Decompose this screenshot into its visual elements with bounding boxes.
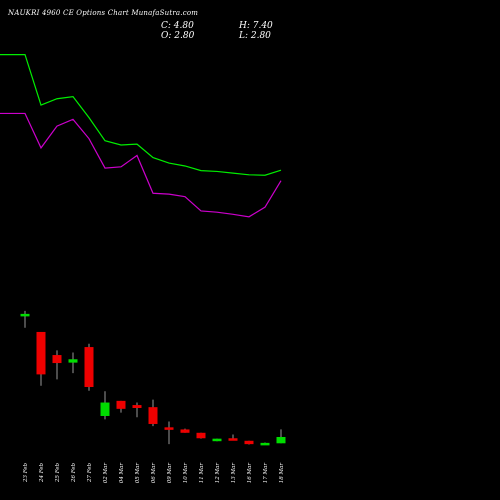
x-tick-label: 17 Mar xyxy=(263,463,269,484)
candle xyxy=(276,429,286,444)
x-axis-labels: 23 Feb 24 Feb 25 Feb 26 Feb 27 Feb 02 Mar 04 M… xyxy=(23,463,285,484)
x-tick-label: 09 Mar xyxy=(167,463,173,484)
candles-layer xyxy=(20,310,286,446)
candle xyxy=(20,310,30,328)
candle-body xyxy=(36,331,46,375)
bands-layer xyxy=(0,54,282,218)
candle xyxy=(84,343,94,391)
candle-body xyxy=(244,440,254,445)
candle-body xyxy=(196,432,206,439)
candle xyxy=(148,399,158,427)
candle xyxy=(116,400,126,413)
x-tick-label: 05 Mar xyxy=(135,463,141,484)
candle xyxy=(260,442,270,446)
x-tick-label: 12 Mar xyxy=(215,463,221,484)
candle-body xyxy=(20,313,30,317)
x-tick-label: 26 Feb xyxy=(71,463,77,484)
upper-band-line xyxy=(0,54,282,176)
open-value: O: 2.80 xyxy=(161,31,195,41)
candle-body xyxy=(100,402,110,416)
x-tick-label: 10 Mar xyxy=(183,463,189,484)
chart-title: NAUKRI 4960 CE Options Chart MunafaSutra… xyxy=(8,9,199,17)
candle xyxy=(228,434,238,441)
x-tick-label: 24 Feb xyxy=(39,463,45,484)
candle-body xyxy=(276,436,286,444)
candle xyxy=(244,440,254,445)
low-value: L: 2.80 xyxy=(239,31,271,41)
candle-body xyxy=(52,355,62,364)
candle-body xyxy=(180,429,190,433)
candle xyxy=(212,438,222,442)
candle xyxy=(164,421,174,445)
candle xyxy=(68,352,78,374)
candle xyxy=(52,350,62,380)
x-tick-label: 23 Feb xyxy=(23,463,29,484)
candle-body xyxy=(212,438,222,442)
candle-body xyxy=(148,407,158,424)
x-tick-label: 27 Feb xyxy=(87,463,93,484)
x-tick-label: 06 Mar xyxy=(151,463,157,484)
lower-band-line xyxy=(0,112,282,218)
x-tick-label: 16 Mar xyxy=(247,463,253,484)
close-value: C: 4.80 xyxy=(161,21,194,31)
x-tick-label: 25 Feb xyxy=(55,463,61,484)
candle-body xyxy=(84,347,94,387)
x-tick-label: 11 Mar xyxy=(199,463,205,484)
candle xyxy=(132,402,142,418)
x-tick-label: 13 Mar xyxy=(231,463,237,484)
x-tick-label: 04 Mar xyxy=(119,463,125,484)
candle-body xyxy=(68,359,78,363)
candle-body xyxy=(116,400,126,409)
candle-body xyxy=(132,405,142,408)
candle-body xyxy=(228,438,238,441)
x-tick-label: 18 Mar xyxy=(279,463,285,484)
candle-body xyxy=(260,442,270,446)
high-value: H: 7.40 xyxy=(239,21,273,31)
candle xyxy=(196,432,206,439)
candle xyxy=(36,331,46,386)
candle-body xyxy=(164,427,174,430)
candle xyxy=(180,428,190,433)
x-tick-label: 02 Mar xyxy=(103,463,109,484)
candle xyxy=(100,391,110,420)
